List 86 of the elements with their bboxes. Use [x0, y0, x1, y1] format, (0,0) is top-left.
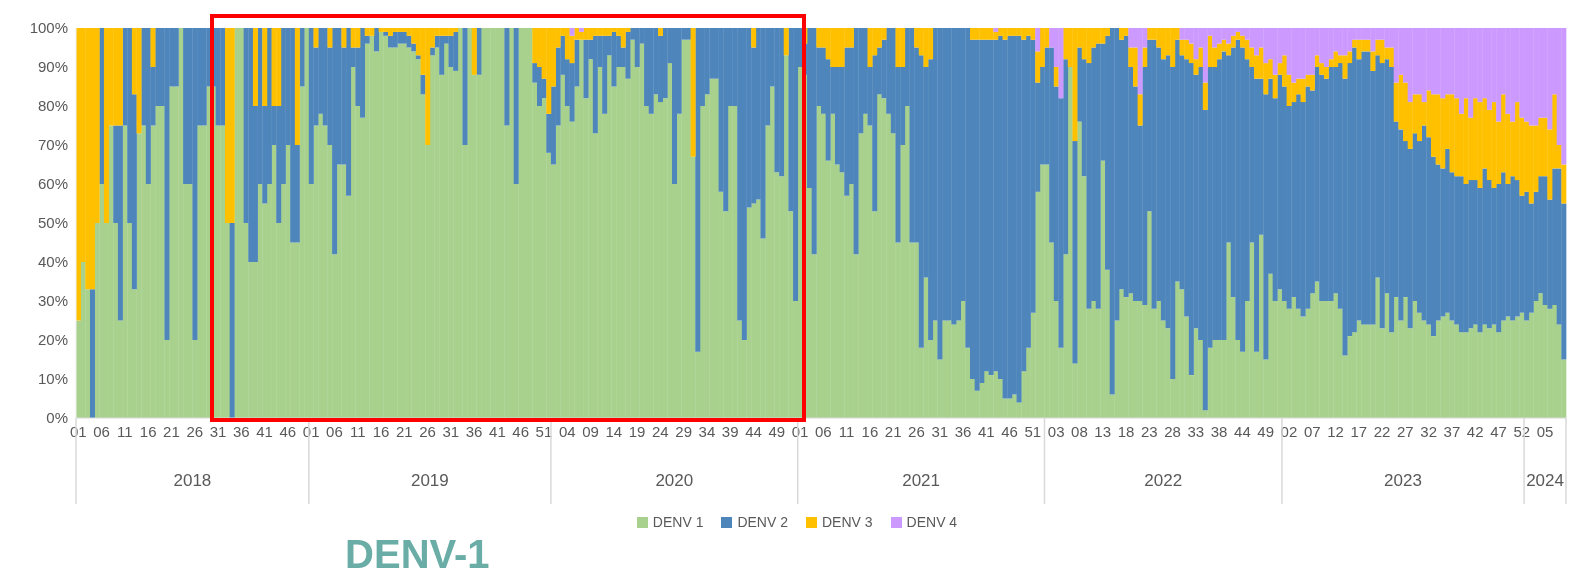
x-tick-label: 44 [745, 422, 762, 440]
x-tick-label: 14 [605, 422, 623, 440]
text: 2021 [902, 471, 941, 490]
x-tick-label: 41 [256, 422, 273, 440]
x-tick-label: 11 [117, 422, 133, 440]
y-tick-label: 80% [37, 97, 68, 115]
text: DENV-1 [345, 532, 490, 577]
y-tick-label: 20% [37, 331, 68, 349]
x-tick-label: 44 [1234, 422, 1251, 440]
text: 2019 [410, 471, 449, 490]
text: 2020 [655, 471, 694, 490]
legend-label: DENV 2 [737, 514, 788, 530]
x-tick-label: 38 [1210, 422, 1228, 440]
text: 2023 [1384, 471, 1422, 490]
x-tick-label: 21 [884, 422, 902, 440]
x-tick-label: 36 [232, 422, 250, 440]
y-tick-label: 0% [46, 409, 68, 427]
x-tick-label: 26 [419, 422, 436, 440]
x-tick-label: 07 [1303, 422, 1321, 440]
x-tick-label: 34 [698, 422, 716, 440]
x-tick-label: 06 [93, 422, 110, 440]
x-tick-label: 41 [977, 422, 995, 440]
x-tick-label: 17 [1350, 422, 1368, 440]
legend-label: DENV 3 [822, 514, 873, 530]
x-tick-label: 02 [1280, 422, 1298, 440]
x-tick-label: 16 [139, 422, 157, 440]
x-tick-label: 24 [652, 422, 669, 440]
x-tick-label: 36 [954, 422, 972, 440]
x-tick-label: 05 [1536, 422, 1554, 440]
x-tick-label: 28 [1164, 422, 1181, 440]
x-tick-label: 16 [861, 422, 879, 440]
x-tick-label: 23 [1140, 422, 1158, 440]
x-tick-label: 21 [163, 422, 180, 440]
x-tick-label: 09 [582, 422, 599, 440]
x-tick-label: 21 [395, 422, 413, 440]
x-tick-label: 01 [302, 422, 320, 440]
x-tick-label: 19 [628, 422, 646, 440]
y-tick-label: 10% [37, 370, 68, 388]
x-tick-label: 22 [1373, 422, 1391, 440]
y-tick-label: 70% [37, 136, 68, 154]
x-tick-label: 31 [442, 422, 460, 440]
x-tick-label: 46 [279, 422, 297, 440]
x-tick-label: 18 [1117, 422, 1135, 440]
x-tick-label: 11 [838, 422, 855, 440]
x-tick-label: 04 [558, 422, 576, 440]
x-tick-label: 08 [1071, 422, 1088, 440]
x-tick-label: 37 [1443, 422, 1461, 440]
y-tick-label: 90% [37, 58, 68, 76]
text: 2024 [1526, 471, 1564, 490]
x-tick-label: 01 [69, 422, 87, 440]
x-tick-label: 31 [931, 422, 949, 440]
x-tick-label: 29 [675, 422, 692, 440]
y-tick-label: 60% [37, 175, 68, 193]
x-tick-label: 06 [326, 422, 343, 440]
legend-label: DENV 1 [652, 514, 704, 530]
x-tick-label: 52 [1513, 422, 1531, 440]
x-tick-label: 36 [465, 422, 483, 440]
y-tick-label: 50% [37, 214, 68, 232]
legend-label: DENV 4 [906, 514, 958, 530]
x-tick-label: 46 [512, 422, 530, 440]
y-tick-label: 100% [29, 19, 68, 37]
x-tick-label: 06 [814, 422, 832, 440]
x-tick-label: 26 [186, 422, 204, 440]
x-tick-label: 11 [349, 422, 366, 440]
x-tick-label: 41 [489, 422, 506, 440]
text: 2022 [1144, 471, 1183, 490]
x-tick-label: 16 [372, 422, 390, 440]
y-tick-label: 30% [37, 292, 68, 310]
x-tick-label: 47 [1490, 422, 1507, 440]
x-tick-label: 31 [209, 422, 227, 440]
x-tick-label: 27 [1397, 422, 1414, 440]
x-tick-label: 42 [1466, 422, 1484, 440]
x-tick-label: 49 [768, 422, 786, 440]
x-tick-label: 39 [721, 422, 739, 440]
text: 2018 [173, 471, 212, 490]
x-tick-label: 51 [1024, 422, 1042, 440]
x-tick-label: 49 [1257, 422, 1275, 440]
x-tick-label: 03 [1047, 422, 1065, 440]
x-tick-label: 13 [1094, 422, 1112, 440]
y-tick-label: 40% [37, 253, 68, 271]
x-tick-label: 51 [535, 422, 553, 440]
x-tick-label: 12 [1327, 422, 1344, 440]
x-tick-label: 33 [1187, 422, 1205, 440]
x-tick-label: 46 [1001, 422, 1018, 440]
x-tick-label: 32 [1420, 422, 1437, 440]
x-tick-label: 26 [908, 422, 925, 440]
